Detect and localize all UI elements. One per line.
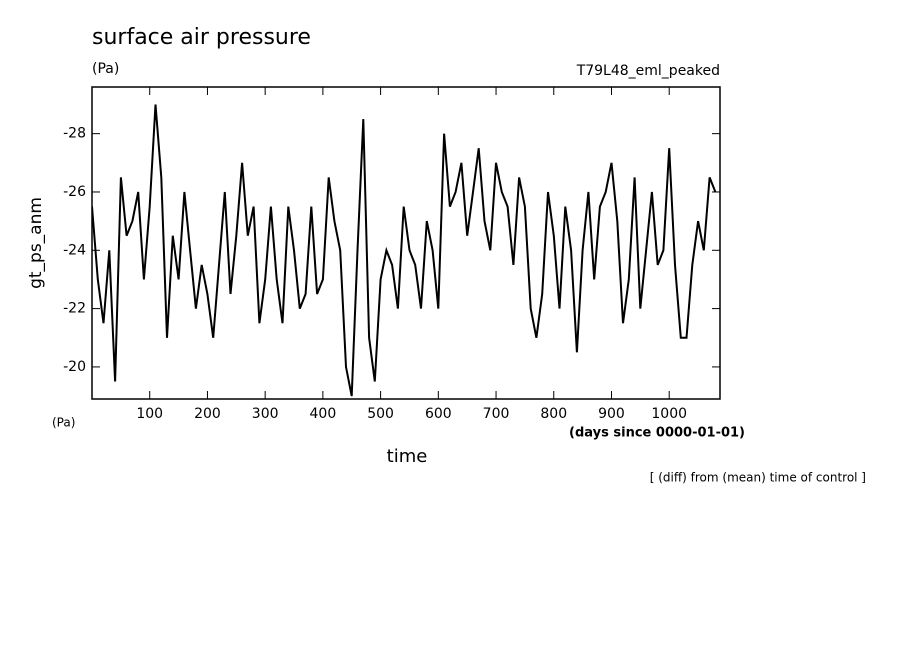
- note: [ (diff) from (mean) time of control ]: [650, 471, 866, 485]
- x-axis-label: time: [387, 446, 428, 467]
- x-tick-label: 200: [194, 406, 221, 422]
- x-tick-label: 100: [136, 406, 163, 422]
- x-tick-label: 900: [598, 406, 625, 422]
- y-tick-label: -24: [63, 242, 86, 258]
- y-tick-label: -20: [63, 359, 86, 375]
- run-label: T79L48_eml_peaked: [576, 63, 720, 79]
- x-tick-label: 400: [310, 406, 337, 422]
- x-tick-label: 600: [425, 406, 452, 422]
- y-axis-label: gt_ps_anm: [26, 197, 46, 289]
- chart-title: surface air pressure: [92, 25, 311, 50]
- data-line: [92, 104, 717, 397]
- x-tick-label: 700: [483, 406, 510, 422]
- y-tick-label: -22: [63, 301, 86, 317]
- x-tick-label: 300: [252, 406, 279, 422]
- x-tick-label: 500: [367, 406, 394, 422]
- y-tick-label: -28: [63, 126, 86, 142]
- plot-frame: [91, 86, 721, 400]
- units-bottom: (Pa): [52, 416, 75, 430]
- x-tick-label: 1000: [651, 406, 687, 422]
- y-tick-label: -26: [63, 184, 86, 200]
- units-top: (Pa): [92, 61, 119, 77]
- x-units: (days since 0000-01-01): [569, 426, 745, 441]
- x-tick-label: 800: [540, 406, 567, 422]
